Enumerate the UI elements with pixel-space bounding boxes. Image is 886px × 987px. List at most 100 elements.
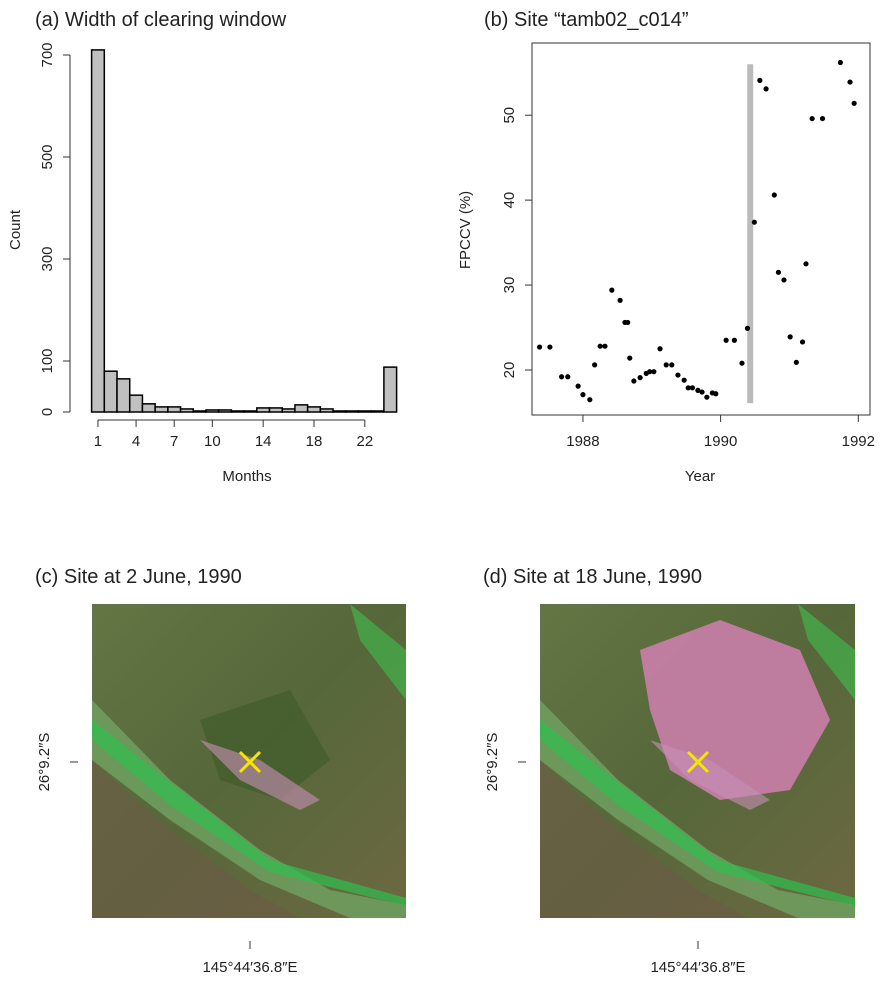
y-axis-label: FPCCV (%) — [457, 191, 474, 269]
x-tick-label: 18 — [306, 433, 323, 450]
bar — [345, 410, 360, 413]
site-marker — [238, 750, 262, 774]
bar — [128, 394, 144, 413]
bar — [230, 410, 245, 413]
point — [799, 339, 806, 345]
point — [592, 362, 598, 368]
point — [580, 392, 586, 398]
point — [847, 79, 853, 85]
lat-label: 26°9.2″S — [36, 733, 53, 792]
point — [851, 100, 857, 106]
point — [625, 319, 631, 326]
point — [731, 337, 737, 343]
point — [819, 115, 826, 122]
y-tick-label: 100 — [39, 348, 56, 373]
y-axis-label: Count — [7, 209, 24, 250]
point — [781, 277, 787, 283]
bar — [294, 404, 309, 413]
x-tick-label: 1990 — [704, 433, 737, 450]
plot-frame — [531, 42, 871, 416]
bar — [243, 410, 258, 413]
point — [751, 219, 757, 225]
bar — [332, 410, 347, 413]
point — [695, 387, 701, 393]
point — [723, 337, 729, 343]
bar — [192, 410, 207, 413]
image-title: (c) Site at 2 June, 1990 — [35, 566, 242, 588]
point — [713, 391, 719, 397]
point — [651, 369, 657, 375]
bar — [116, 378, 131, 413]
point — [597, 343, 603, 349]
lon-label: 145°44′36.8″E — [202, 959, 297, 976]
bar — [154, 406, 169, 413]
bar — [383, 366, 398, 413]
point — [771, 192, 777, 198]
chart-title: (a) Width of clearing window — [35, 9, 287, 31]
bar — [103, 370, 118, 413]
x-tick-label: 14 — [255, 433, 272, 450]
x-tick-label: 4 — [132, 433, 140, 450]
point — [547, 344, 553, 350]
bar — [205, 409, 220, 413]
x-axis-label: Year — [685, 468, 715, 485]
point — [787, 334, 793, 340]
point — [685, 385, 691, 391]
point — [627, 355, 633, 361]
point — [757, 77, 763, 83]
y-tick-label: 30 — [501, 277, 518, 294]
bar — [217, 409, 233, 413]
point — [559, 374, 565, 380]
bar — [167, 406, 182, 413]
image-title: (d) Site at 18 June, 1990 — [483, 566, 702, 588]
chart-title: (b) Site “tamb02_c014” — [484, 9, 689, 31]
point — [663, 362, 669, 368]
point — [775, 269, 782, 275]
site-marker — [686, 750, 710, 774]
point — [739, 360, 745, 366]
x-tick-label: 1988 — [566, 433, 599, 450]
y-tick-label: 50 — [501, 107, 518, 124]
bar — [179, 408, 195, 413]
y-tick-label: 0 — [39, 408, 56, 416]
y-tick-label: 500 — [39, 144, 56, 169]
bar — [90, 49, 106, 413]
point — [837, 59, 843, 66]
point — [699, 389, 705, 395]
point — [565, 374, 571, 380]
point — [704, 394, 710, 400]
point — [609, 287, 615, 293]
point — [657, 346, 663, 352]
point — [675, 372, 681, 378]
y-tick-label: 20 — [501, 362, 518, 379]
y-tick-label: 40 — [501, 192, 518, 209]
x-tick-label: 22 — [356, 433, 373, 450]
satellite-image — [540, 604, 855, 918]
point — [681, 377, 687, 383]
point — [793, 359, 799, 365]
point — [631, 378, 637, 384]
bar — [370, 410, 385, 413]
point — [763, 86, 769, 92]
point — [587, 397, 593, 403]
point — [669, 362, 675, 368]
point — [617, 297, 623, 303]
point — [536, 344, 543, 350]
bar — [319, 408, 334, 413]
point — [637, 375, 643, 381]
x-tick-label: 1 — [94, 433, 102, 450]
lat-label: 26°9.2″S — [484, 733, 501, 792]
point — [809, 115, 815, 122]
x-tick-label: 10 — [204, 433, 221, 450]
y-tick-label: 700 — [39, 42, 56, 67]
x-tick-label: 1992 — [842, 433, 875, 450]
point — [803, 261, 809, 267]
x-tick-label: 7 — [170, 433, 178, 450]
lon-label: 145°44′36.8″E — [650, 959, 745, 976]
bar — [268, 407, 283, 413]
bar — [281, 408, 296, 413]
bar — [306, 406, 322, 413]
bar — [256, 407, 271, 413]
point — [689, 385, 695, 391]
